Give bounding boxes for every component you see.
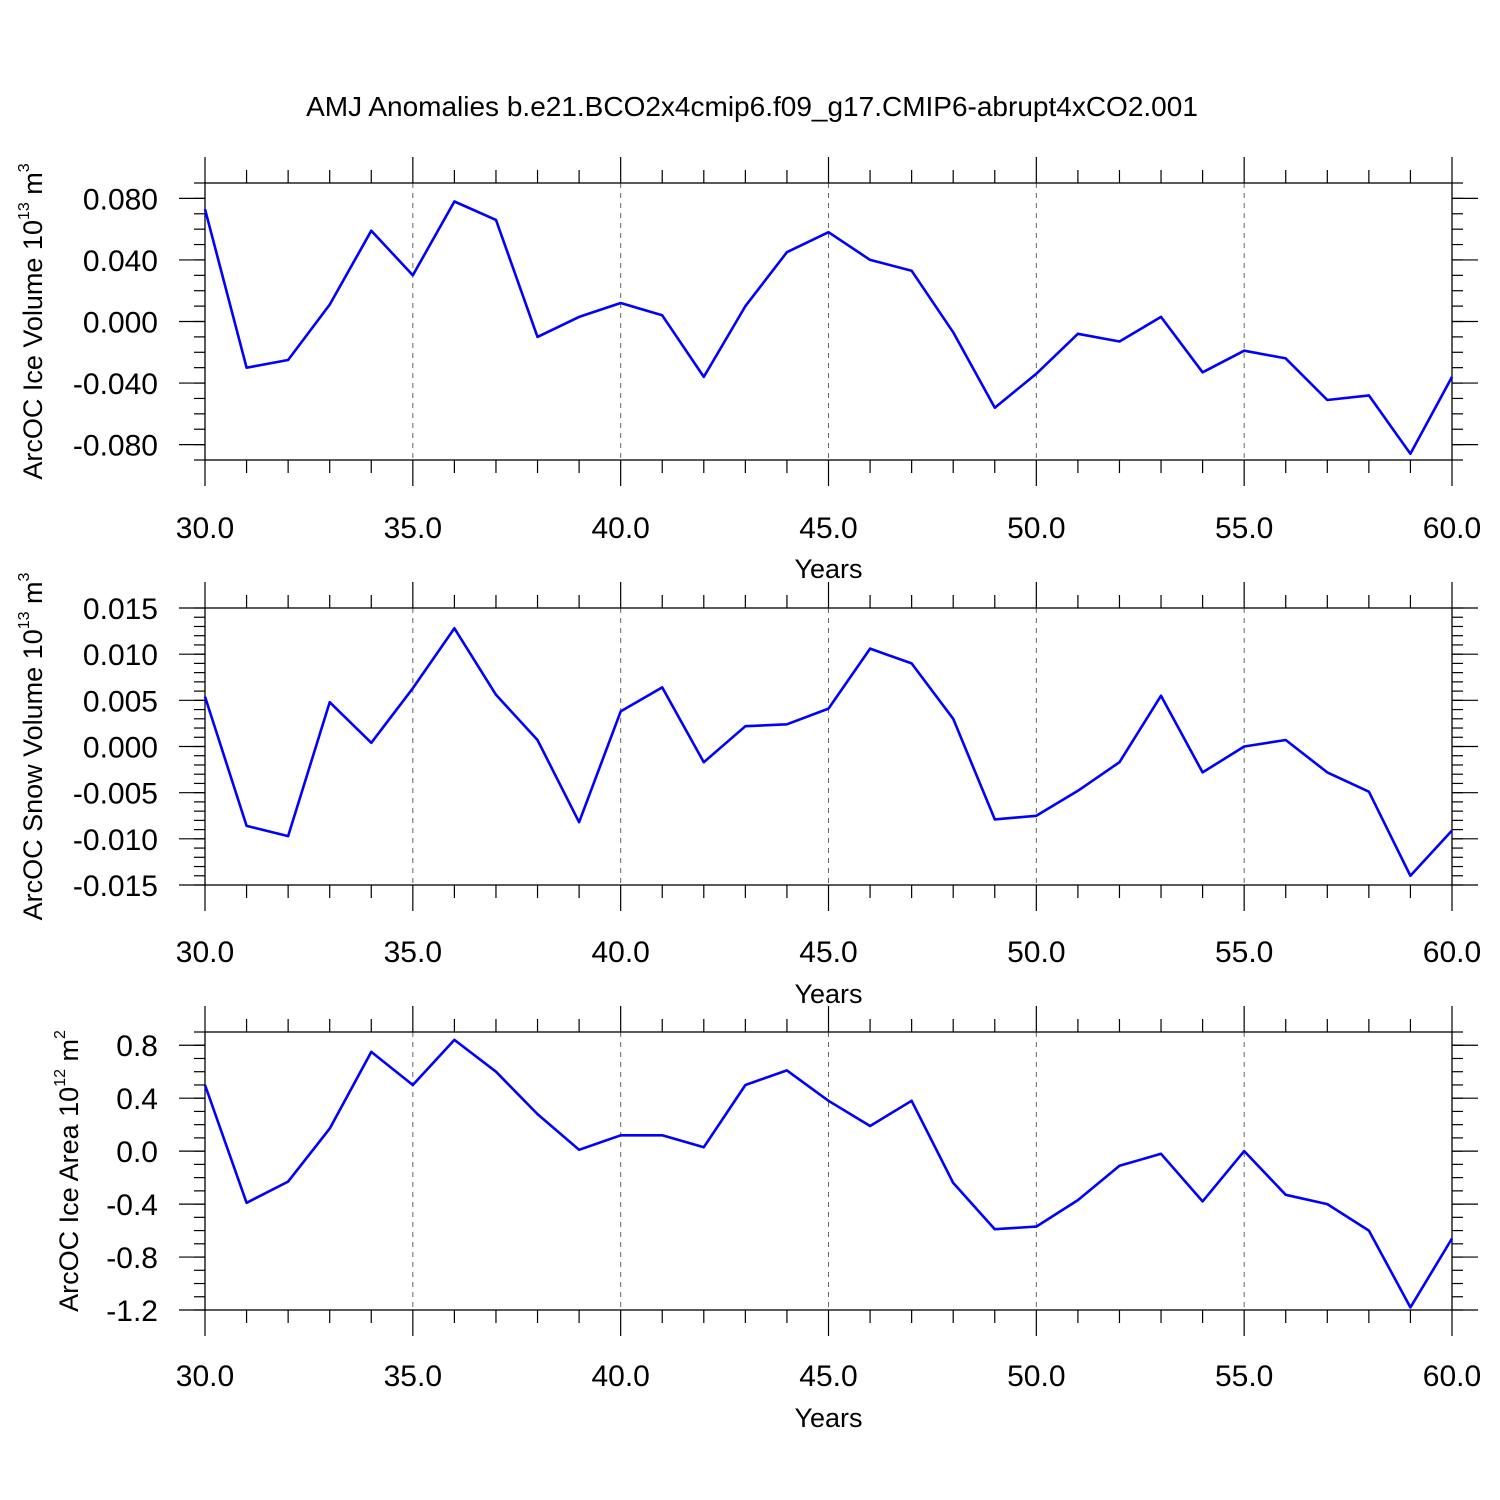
x-tick-label: 60.0 <box>1423 1360 1481 1393</box>
y-axis-title-exponent: 13 <box>16 611 33 629</box>
y-tick-label: 0.000 <box>83 732 158 765</box>
y-axis-title-unit: m <box>18 172 48 202</box>
x-tick-label: 45.0 <box>799 936 857 969</box>
y-axis-title-unit: m <box>18 581 48 611</box>
y-axis-title: ArcOC Ice Area 1012 m2 <box>52 1030 84 1312</box>
y-tick-label: -0.005 <box>73 778 158 811</box>
y-axis-title-exponent: 12 <box>52 1069 69 1087</box>
x-tick-label: 50.0 <box>1007 512 1065 545</box>
x-axis-title: Years <box>794 1403 862 1433</box>
x-tick-label: 45.0 <box>799 512 857 545</box>
x-tick-label: 60.0 <box>1423 512 1481 545</box>
x-tick-label: 60.0 <box>1423 936 1481 969</box>
y-tick-label: -0.4 <box>106 1189 158 1222</box>
y-axis-title-unit: m <box>54 1039 84 1069</box>
y-tick-label: 0.040 <box>83 245 158 278</box>
y-tick-label: 0.015 <box>83 593 158 626</box>
panel-3: 0.8 0.4 0.0 -0.4 -0.8 -1.2 30.0 35.0 40.0 45.0 50.… <box>52 1006 1481 1433</box>
x-tick-label: 40.0 <box>591 1360 649 1393</box>
series-line <box>203 626 1453 878</box>
x-tick-label: 40.0 <box>591 512 649 545</box>
x-tick-label: 50.0 <box>1007 936 1065 969</box>
x-axis-title: Years <box>794 979 862 1009</box>
y-axis-title-unit-exponent: 2 <box>52 1030 69 1039</box>
y-axis-title-main: ArcOC Snow Volume 10 <box>18 629 48 920</box>
y-tick-label: 0.4 <box>116 1083 158 1116</box>
y-tick-label: 0.8 <box>116 1030 158 1063</box>
x-axis-title: Years <box>794 554 862 584</box>
x-tick-label: 40.0 <box>591 936 649 969</box>
series-line <box>203 200 1454 456</box>
y-tick-label: -0.015 <box>73 870 158 903</box>
y-axis-title: ArcOC Ice Volume 1013 m3 <box>16 163 48 479</box>
series-line <box>203 1038 1454 1309</box>
y-tick-label: -0.010 <box>73 824 158 857</box>
panel-1: 0.080 0.040 0.000 -0.040 -0.080 30.0 35.0 40.0 4… <box>16 157 1481 584</box>
x-tick-label: 55.0 <box>1215 1360 1273 1393</box>
x-tick-label: 55.0 <box>1215 936 1273 969</box>
x-tick-label: 50.0 <box>1007 1360 1065 1393</box>
y-axis-title-exponent: 13 <box>16 202 33 220</box>
y-axis-title-unit-exponent: 3 <box>16 572 33 581</box>
y-axis-title-main: ArcOC Ice Area 10 <box>54 1087 84 1312</box>
y-tick-label: -0.8 <box>106 1242 158 1275</box>
x-tick-label: 35.0 <box>384 512 442 545</box>
y-tick-label: -0.040 <box>73 368 158 401</box>
x-tick-label: 30.0 <box>176 936 234 969</box>
x-tick-label: 35.0 <box>384 1360 442 1393</box>
y-axis-title-unit-exponent: 3 <box>16 163 33 172</box>
y-tick-label: 0.080 <box>83 183 158 216</box>
panel-2: 0.015 0.010 0.005 0.000 -0.005 -0.010 -0.015 30… <box>16 572 1481 1009</box>
x-tick-label: 30.0 <box>176 1360 234 1393</box>
x-tick-label: 45.0 <box>799 1360 857 1393</box>
y-tick-label: 0.010 <box>83 639 158 672</box>
y-tick-label: 0.005 <box>83 685 158 718</box>
y-axis-title-main: ArcOC Ice Volume 10 <box>18 220 48 480</box>
y-tick-label: -0.080 <box>73 430 158 463</box>
y-axis-title: ArcOC Snow Volume 1013 m3 <box>16 572 48 920</box>
y-tick-label: -1.2 <box>106 1295 158 1328</box>
y-tick-label: 0.0 <box>116 1136 158 1169</box>
x-tick-label: 30.0 <box>176 512 234 545</box>
y-tick-label: 0.000 <box>83 307 158 340</box>
chart-title: AMJ Anomalies b.e21.BCO2x4cmip6.f09_g17.… <box>306 91 1198 122</box>
x-tick-label: 55.0 <box>1215 512 1273 545</box>
x-tick-label: 35.0 <box>384 936 442 969</box>
